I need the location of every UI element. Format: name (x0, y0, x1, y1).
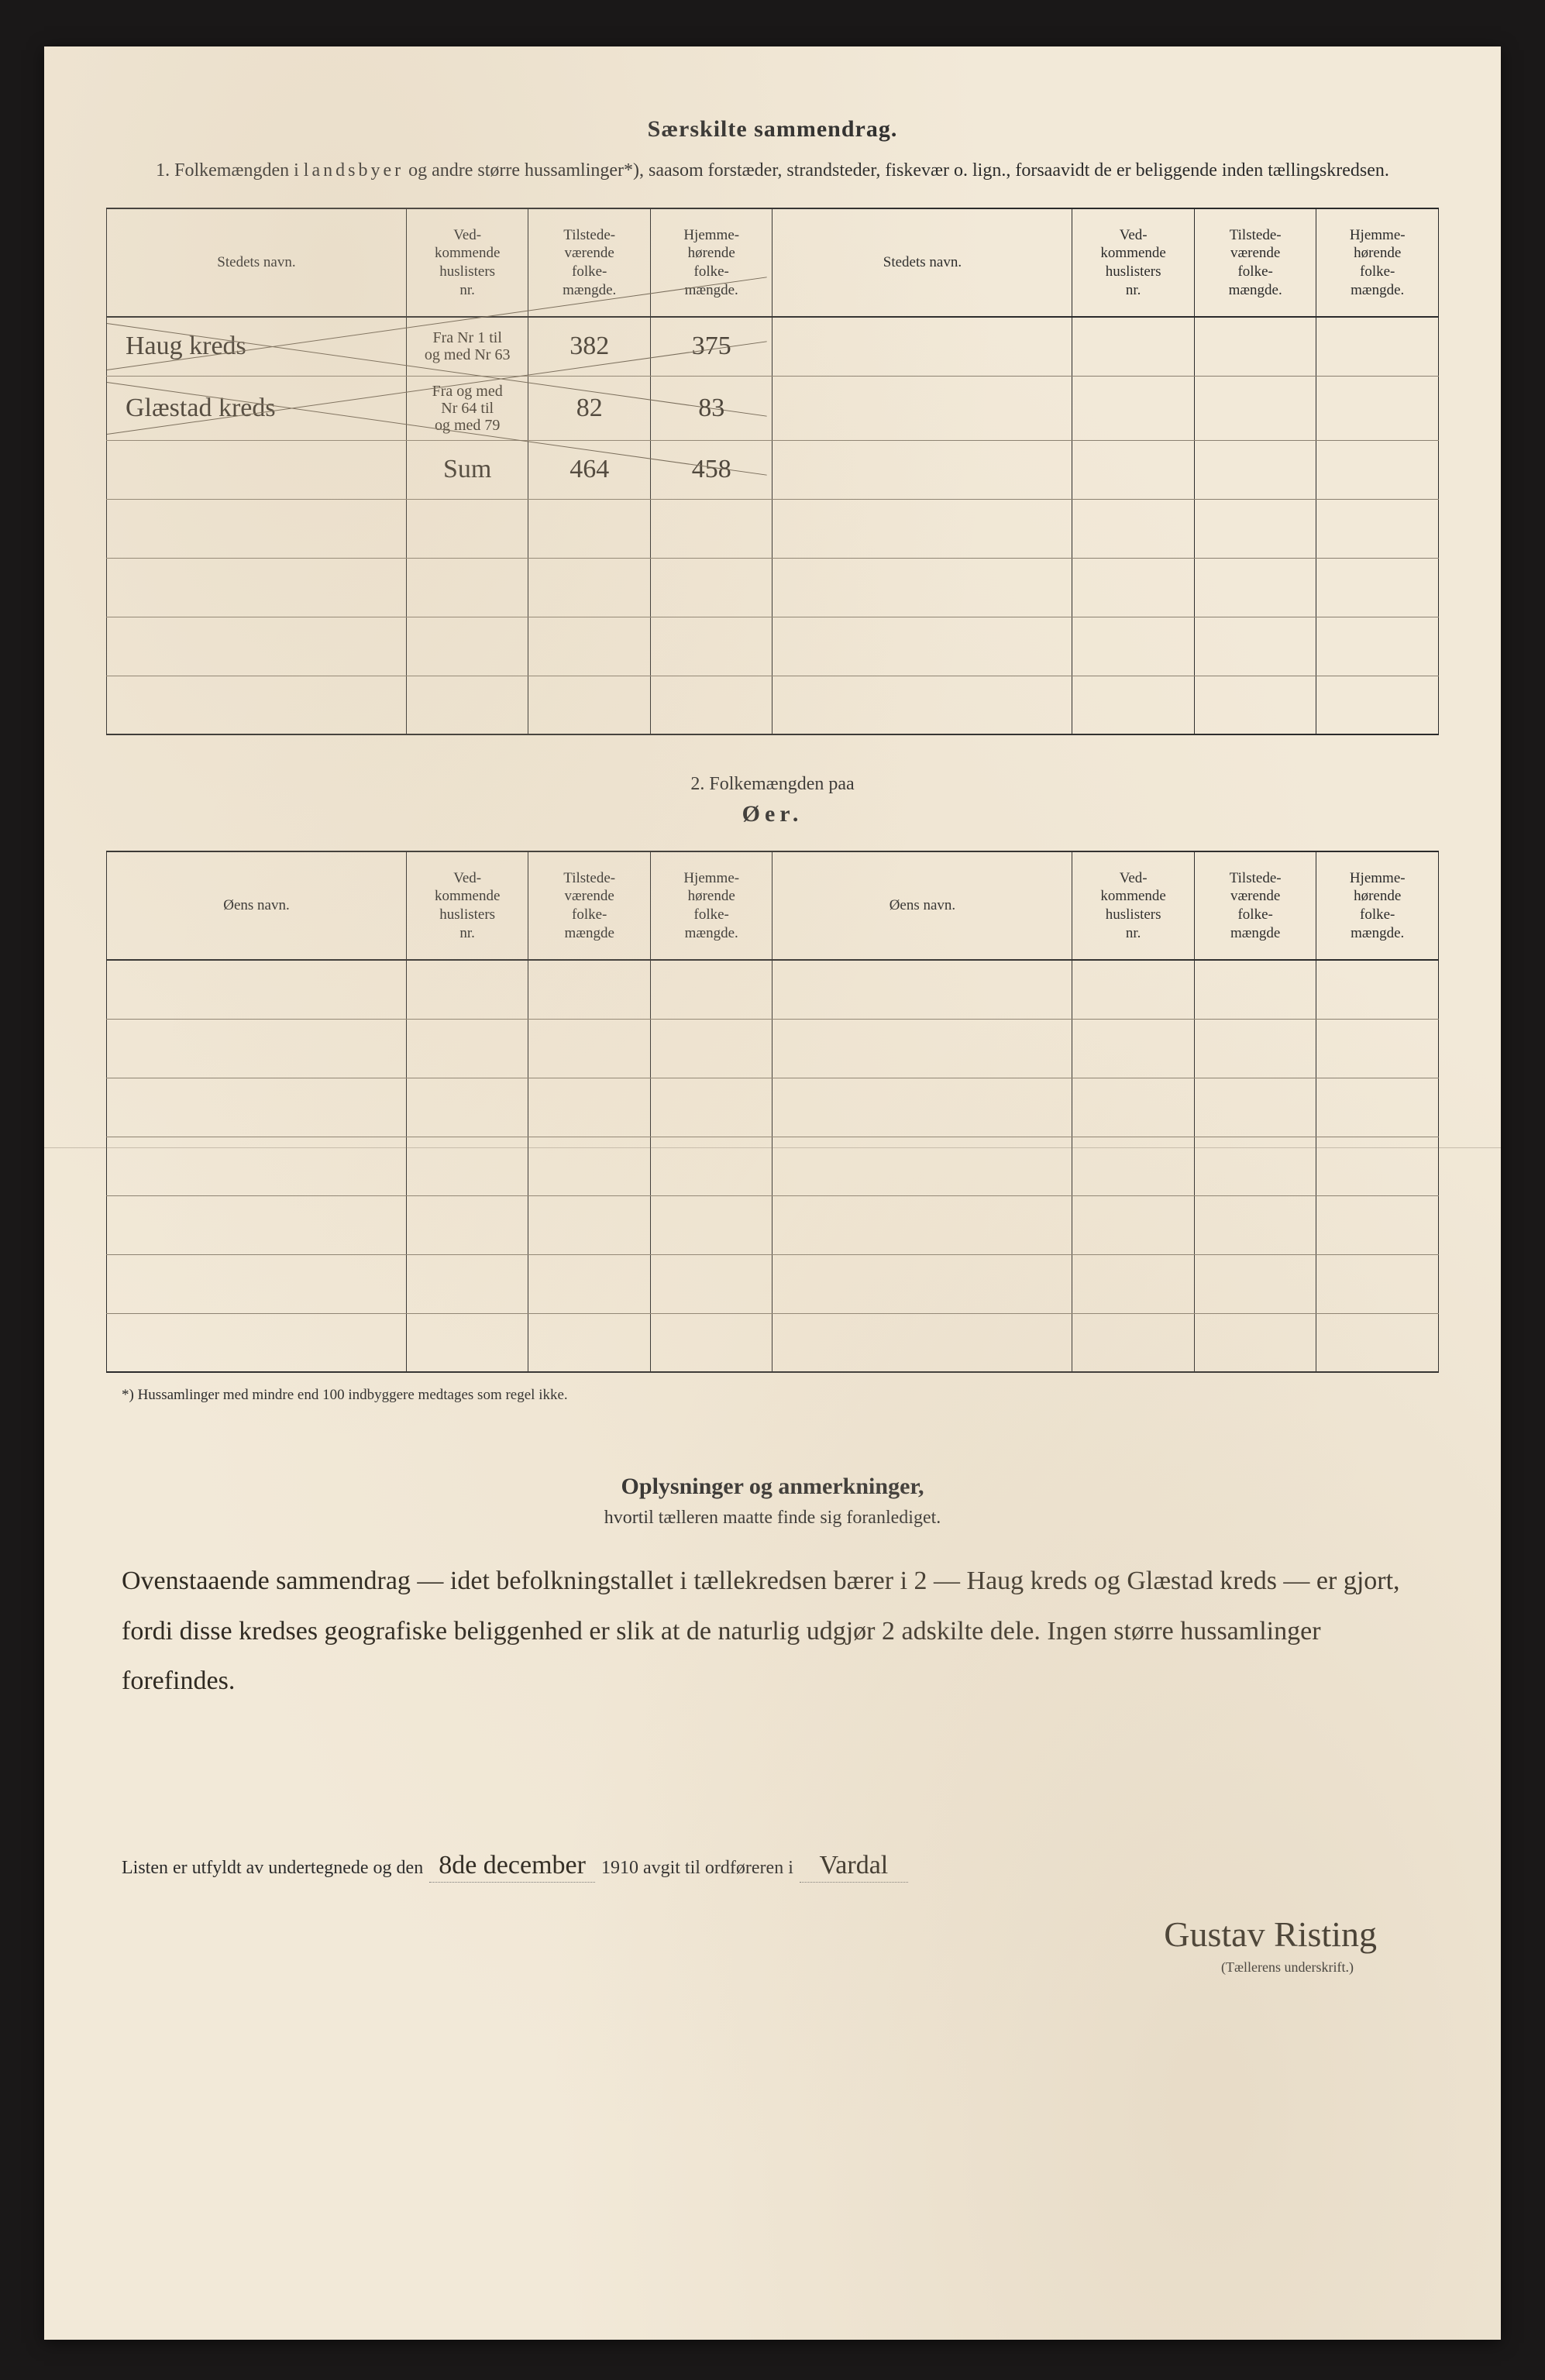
table-oer: Øens navn. Ved- kommende huslisters nr. … (106, 851, 1439, 1373)
sig-date: 8de december (429, 1851, 595, 1883)
t2-col-husl-l: Ved- kommende huslisters nr. (406, 851, 528, 960)
sig-place: Vardal (800, 1851, 908, 1883)
t1-r0-name-r (772, 317, 1072, 376)
t1-col-hjem-r: Hjemme- hørende folke- mængde. (1316, 208, 1439, 317)
t1-r2-sum: Sum (406, 440, 528, 499)
table2-row (107, 1313, 1439, 1372)
footnote: *) Hussamlinger med mindre end 100 indby… (106, 1387, 1439, 1404)
table2-row (107, 1137, 1439, 1195)
t1-r2-tils-r (1194, 440, 1316, 499)
table1-row: Glæstad kreds Fra og med Nr 64 til og me… (107, 376, 1439, 440)
section2-word: Øer. (106, 801, 1439, 827)
t1-r0-husl: Fra Nr 1 til og med Nr 63 (406, 317, 528, 376)
t2-col-tilst-r: Tilstede- værende folke- mængde (1194, 851, 1316, 960)
t2-col-name-r: Øens navn. (772, 851, 1072, 960)
table-landsbyer: Stedets navn. Ved- kommende huslisters n… (106, 208, 1439, 735)
t1-r2-hjem-r (1316, 440, 1439, 499)
document-paper: Særskilte sammendrag. 1. Folkemængden i … (44, 46, 1501, 2340)
t1-col-hjem-l: Hjemme- hørende folke- mængde. (650, 208, 772, 317)
table1-row (107, 676, 1439, 734)
section1-title: Særskilte sammendrag. (106, 116, 1439, 143)
t1-r1-name: Glæstad kreds (107, 376, 407, 440)
table2-row (107, 1195, 1439, 1254)
table2-row (107, 1078, 1439, 1137)
signature-caption: (Tællerens underskrift.) (106, 1959, 1377, 1976)
section1-intro: 1. Folkemængden i landsbyer og andre stø… (106, 156, 1439, 184)
t2-col-hjem-l: Hjemme- hørende folke- mængde. (650, 851, 772, 960)
t1-r1-husl-r (1072, 376, 1195, 440)
table1-body: Haug kreds Fra Nr 1 til og med Nr 63 382… (107, 317, 1439, 734)
table2-header-row: Øens navn. Ved- kommende huslisters nr. … (107, 851, 1439, 960)
t1-col-name-l: Stedets navn. (107, 208, 407, 317)
t1-r0-name: Haug kreds (107, 317, 407, 376)
signature-block: Gustav Risting (Tællerens underskrift.) (106, 1914, 1439, 1976)
t1-r0-tils: 382 (528, 317, 651, 376)
t1-r0-hjem: 375 (650, 317, 772, 376)
t1-r0-husl-r (1072, 317, 1195, 376)
t2-col-husl-r: Ved- kommende huslisters nr. (1072, 851, 1195, 960)
sig-year: 1910 avgit til ordføreren i (601, 1858, 793, 1879)
table1-row: Haug kreds Fra Nr 1 til og med Nr 63 382… (107, 317, 1439, 376)
t1-col-name-r: Stedets navn. (772, 208, 1072, 317)
section2-num: 2. Folkemængden paa (106, 774, 1439, 795)
t1-r1-hjem-r (1316, 376, 1439, 440)
intro-prefix: 1. Folkemængden i (156, 160, 304, 181)
table2-row (107, 1019, 1439, 1078)
remarks-body: Ovenstaaende sammendrag — idet befolknin… (106, 1556, 1439, 1758)
table1-row (107, 617, 1439, 676)
intro-spaced: landsbyer (304, 160, 404, 181)
table2-row (107, 960, 1439, 1019)
t1-r1-name-r (772, 376, 1072, 440)
t1-r2-hjem: 458 (650, 440, 772, 499)
t1-r2-husl-r (1072, 440, 1195, 499)
t1-r1-tils-r (1194, 376, 1316, 440)
table1-row (107, 558, 1439, 617)
t2-col-hjem-r: Hjemme- hørende folke- mængde. (1316, 851, 1439, 960)
remarks-title: Oplysninger og anmerkninger, (106, 1474, 1439, 1500)
t1-r2-name-r (772, 440, 1072, 499)
t1-r2-name (107, 440, 407, 499)
t1-r1-tils: 82 (528, 376, 651, 440)
t2-col-tilst-l: Tilstede- værende folke- mængde (528, 851, 651, 960)
t1-r0-tils-r (1194, 317, 1316, 376)
table2-row (107, 1254, 1439, 1313)
t1-col-husl-l: Ved- kommende huslisters nr. (406, 208, 528, 317)
table1-row-sum: Sum 464 458 (107, 440, 1439, 499)
signature-name: Gustav Risting (106, 1914, 1377, 1955)
t1-col-tilst-l: Tilstede- værende folke- mængde. (528, 208, 651, 317)
signature-line: Listen er utfyldt av undertegnede og den… (106, 1851, 1439, 1883)
sig-prefix: Listen er utfyldt av undertegnede og den (122, 1858, 423, 1879)
t1-r0-hjem-r (1316, 317, 1439, 376)
t1-col-tilst-r: Tilstede- værende folke- mængde. (1194, 208, 1316, 317)
t1-r1-husl: Fra og med Nr 64 til og med 79 (406, 376, 528, 440)
intro-suffix: og andre større hussamlinger*), saasom f… (404, 160, 1389, 181)
remarks-sub: hvortil tælleren maatte finde sig foranl… (106, 1508, 1439, 1529)
table1-header-row: Stedets navn. Ved- kommende huslisters n… (107, 208, 1439, 317)
t1-r1-hjem: 83 (650, 376, 772, 440)
table2-body (107, 960, 1439, 1372)
table1-row (107, 499, 1439, 558)
t1-r2-tils: 464 (528, 440, 651, 499)
t2-col-name-l: Øens navn. (107, 851, 407, 960)
section2-heading: 2. Folkemængden paa Øer. (106, 774, 1439, 827)
t1-col-husl-r: Ved- kommende huslisters nr. (1072, 208, 1195, 317)
